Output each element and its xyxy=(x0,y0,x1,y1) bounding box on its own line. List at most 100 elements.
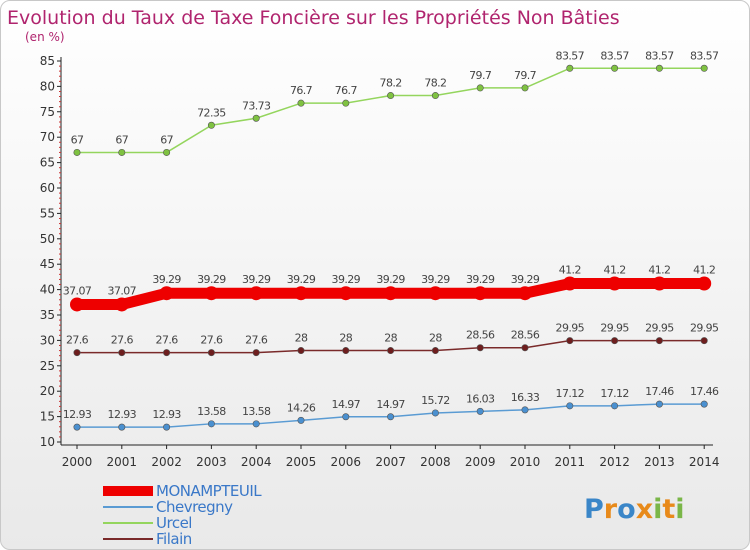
data-point xyxy=(566,337,574,345)
data-label: 13.58 xyxy=(197,405,226,418)
data-labels: 67 67 67 72.35 73.73 76.7 76.7 78.2 78.2 79.7 79.7… xyxy=(63,49,720,421)
data-label: 39.29 xyxy=(421,273,450,286)
data-point xyxy=(163,148,171,156)
data-point xyxy=(431,92,439,100)
data-label: 39.29 xyxy=(332,273,361,286)
data-label: 39.29 xyxy=(197,273,226,286)
data-point xyxy=(476,407,484,415)
x-tick-label: 2005 xyxy=(286,455,317,469)
data-label: 41.2 xyxy=(604,264,626,277)
data-label: 37.07 xyxy=(63,284,92,297)
series-monampteuil xyxy=(70,276,712,312)
data-point xyxy=(428,286,443,301)
data-point xyxy=(297,347,305,355)
y-tick-label: 80 xyxy=(40,79,55,93)
legend-label: Urcel xyxy=(156,514,192,532)
data-point xyxy=(655,400,663,408)
x-tick-label: 2012 xyxy=(599,455,630,469)
data-label: 27.6 xyxy=(200,334,223,347)
data-point xyxy=(252,114,260,122)
data-label: 14.97 xyxy=(376,398,405,411)
data-point xyxy=(252,349,260,357)
data-label: 14.97 xyxy=(332,398,361,411)
data-point xyxy=(607,276,622,291)
data-label: 76.7 xyxy=(290,84,313,97)
logo-text: Proxiti xyxy=(584,494,685,525)
data-label: 17.12 xyxy=(556,387,585,400)
data-label: 83.57 xyxy=(690,49,719,62)
y-tick-label: 20 xyxy=(40,384,55,398)
x-tick-label: 2008 xyxy=(420,455,451,469)
data-label: 12.93 xyxy=(152,408,181,421)
data-point xyxy=(338,286,353,301)
data-label: 29.95 xyxy=(690,322,719,335)
y-tick-label: 60 xyxy=(40,181,55,195)
data-label: 13.58 xyxy=(242,405,271,418)
data-point xyxy=(521,406,529,414)
data-point xyxy=(294,286,308,301)
data-label: 76.7 xyxy=(335,84,358,97)
y-tick-label: 35 xyxy=(40,308,55,322)
data-label: 29.95 xyxy=(600,322,629,335)
data-point xyxy=(118,423,126,431)
data-label: 28 xyxy=(295,332,308,345)
y-tick-label: 40 xyxy=(40,283,55,297)
data-point xyxy=(518,286,532,301)
data-label: 41.2 xyxy=(693,264,715,277)
y-tick-label: 70 xyxy=(40,130,55,144)
data-point xyxy=(473,286,488,301)
data-label: 16.03 xyxy=(466,392,495,405)
y-tick-label: 25 xyxy=(40,359,55,373)
data-label: 27.6 xyxy=(156,334,179,347)
x-tick-label: 2014 xyxy=(689,455,720,469)
series-chevregny xyxy=(73,400,708,431)
data-label: 72.35 xyxy=(197,106,226,119)
data-label: 39.29 xyxy=(287,273,316,286)
data-point xyxy=(700,337,708,345)
legend-label: Filain xyxy=(156,530,192,548)
data-label: 27.6 xyxy=(111,334,134,347)
x-tick-label: 2003 xyxy=(196,455,227,469)
data-point xyxy=(566,64,574,72)
data-point xyxy=(114,297,129,312)
data-label: 39.29 xyxy=(152,273,181,286)
data-label: 39.29 xyxy=(466,273,495,286)
data-label: 83.57 xyxy=(556,49,585,62)
data-label: 78.2 xyxy=(380,77,402,90)
data-label: 14.26 xyxy=(287,401,316,414)
data-label: 15.72 xyxy=(421,394,450,407)
data-point xyxy=(204,286,219,301)
data-label: 37.07 xyxy=(108,284,137,297)
y-tick-label: 65 xyxy=(40,156,55,170)
data-label: 12.93 xyxy=(108,408,137,421)
data-point xyxy=(297,99,305,107)
data-point xyxy=(387,347,395,355)
data-point xyxy=(118,349,126,357)
data-point xyxy=(73,423,81,431)
data-label: 79.7 xyxy=(514,69,537,82)
y-tick-label: 15 xyxy=(40,410,55,424)
data-point xyxy=(163,423,171,431)
data-label: 27.6 xyxy=(66,334,89,347)
data-label: 29.95 xyxy=(556,322,585,335)
y-tick-label: 50 xyxy=(40,232,55,246)
legend-label: MONAMPTEUIL xyxy=(156,482,262,500)
data-label: 28 xyxy=(384,332,397,345)
data-label: 28 xyxy=(339,332,352,345)
data-label: 41.2 xyxy=(648,264,670,277)
data-point xyxy=(431,347,439,355)
data-label: 12.93 xyxy=(63,408,92,421)
x-tick-label: 2009 xyxy=(465,455,496,469)
data-point xyxy=(383,286,398,301)
data-label: 39.29 xyxy=(376,273,405,286)
x-tick-label: 2007 xyxy=(375,455,406,469)
chart-subtitle: (en %) xyxy=(25,30,65,44)
data-point xyxy=(566,402,574,410)
series-urcel xyxy=(73,64,708,156)
data-label: 73.73 xyxy=(242,99,271,112)
data-point xyxy=(700,64,708,72)
data-label: 78.2 xyxy=(424,77,446,90)
